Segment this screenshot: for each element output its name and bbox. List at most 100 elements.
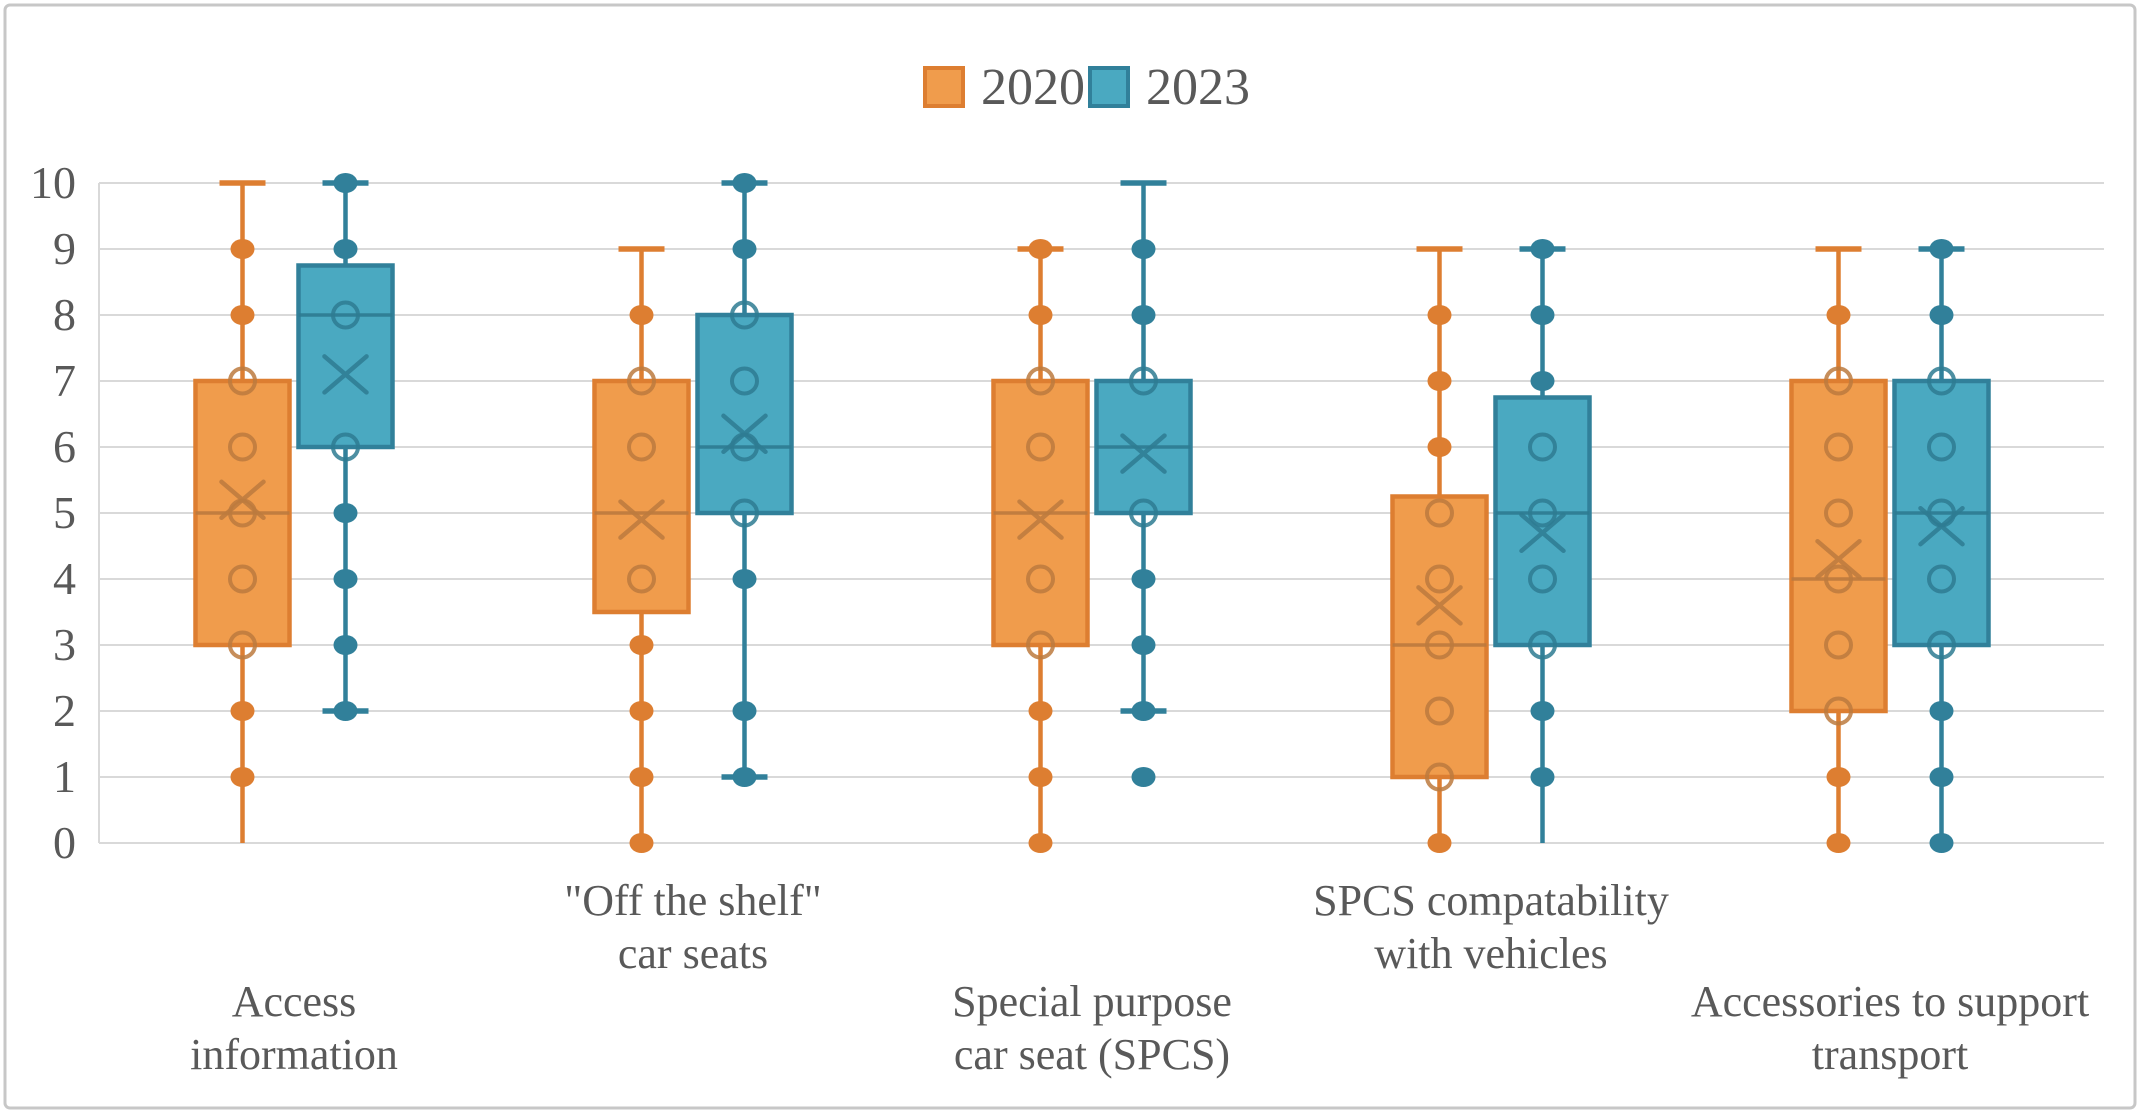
data-dot-2020-accessories-to-support-transport-0	[1826, 833, 1851, 853]
ring-dot-2020-off-the-shelf-car-seats-6	[627, 432, 656, 462]
data-dot-2023-off-the-shelf-car-seats-9	[732, 239, 757, 259]
ring-dot-2023-accessories-to-support-transport-6	[1927, 432, 1956, 462]
category-label-special-purpose-car-seat-spcs-line2: car seat (SPCS)	[954, 1030, 1230, 1079]
ring-dot-2020-accessories-to-support-transport-4	[1824, 564, 1853, 594]
ring-dot-2020-spcs-compatability-with-vehicles-5	[1425, 498, 1454, 528]
y-axis-tick-label-10: 10	[30, 157, 76, 208]
data-dot-2020-special-purpose-car-seat-spcs-0	[1028, 833, 1053, 853]
ring-dot-2020-spcs-compatability-with-vehicles-2	[1425, 696, 1454, 726]
category-label-accessories-to-support-transport-line1: Accessories to support	[1691, 977, 2089, 1026]
ring-dot-2020-accessories-to-support-transport-5	[1824, 498, 1853, 528]
data-dot-2023-accessories-to-support-transport-8	[1929, 305, 1954, 325]
data-dot-2023-special-purpose-car-seat-spcs-4	[1131, 569, 1156, 589]
box-2023-off-the-shelf-car-seats	[695, 312, 794, 516]
data-dot-2023-spcs-compatability-with-vehicles-8	[1530, 305, 1555, 325]
data-dot-2023-spcs-compatability-with-vehicles-1	[1530, 767, 1555, 787]
data-dot-2020-spcs-compatability-with-vehicles-6	[1427, 437, 1452, 457]
box-2020-accessories-to-support-transport	[1789, 378, 1888, 714]
ring-dot-2020-spcs-compatability-with-vehicles-4	[1425, 564, 1454, 594]
data-dot-2020-off-the-shelf-car-seats-1	[629, 767, 654, 787]
box-2020-off-the-shelf-car-seats	[592, 378, 691, 615]
data-dot-2020-access-information-9	[230, 239, 255, 259]
y-axis-tick-label-1: 1	[53, 751, 76, 802]
category-label-access-information-line1: Access	[232, 977, 357, 1026]
y-axis-tick-label-8: 8	[53, 289, 76, 340]
data-dot-2020-off-the-shelf-car-seats-8	[629, 305, 654, 325]
data-dot-2020-access-information-1	[230, 767, 255, 787]
data-dot-2023-access-information-2	[333, 701, 358, 721]
data-dot-2023-accessories-to-support-transport-2	[1929, 701, 1954, 721]
ring-dot-2023-special-purpose-car-seat-spcs-5	[1129, 498, 1158, 528]
data-dot-2023-off-the-shelf-car-seats-2	[732, 701, 757, 721]
y-axis-tick-label-4: 4	[53, 553, 76, 604]
category-label-spcs-compatability-with-vehicles-line1: SPCS compatability	[1313, 876, 1669, 925]
y-axis-tick-label-6: 6	[53, 421, 76, 472]
data-dot-2020-special-purpose-car-seat-spcs-2	[1028, 701, 1053, 721]
mean-marker-2020-off-the-shelf-car-seats	[618, 499, 665, 540]
mean-marker-2020-spcs-compatability-with-vehicles	[1416, 585, 1463, 626]
data-dot-2020-spcs-compatability-with-vehicles-8	[1427, 305, 1452, 325]
data-dot-2023-spcs-compatability-with-vehicles-9	[1530, 239, 1555, 259]
category-label-accessories-to-support-transport-line2: transport	[1812, 1030, 1968, 1079]
ring-dot-2023-spcs-compatability-with-vehicles-6	[1528, 432, 1557, 462]
ring-dot-2023-accessories-to-support-transport-7	[1927, 366, 1956, 396]
legend-swatch-2023	[1088, 66, 1130, 108]
ring-dot-2023-accessories-to-support-transport-3	[1927, 630, 1956, 660]
data-dot-2020-off-the-shelf-car-seats-0	[629, 833, 654, 853]
data-dot-2020-access-information-8	[230, 305, 255, 325]
ring-dot-2020-accessories-to-support-transport-3	[1824, 630, 1853, 660]
y-axis-tick-label-7: 7	[53, 355, 76, 406]
data-dot-2020-accessories-to-support-transport-1	[1826, 767, 1851, 787]
data-dot-2023-accessories-to-support-transport-9	[1929, 239, 1954, 259]
mean-marker-2020-special-purpose-car-seat-spcs	[1017, 499, 1064, 540]
data-dot-2020-off-the-shelf-car-seats-2	[629, 701, 654, 721]
data-dot-2023-off-the-shelf-car-seats-1	[732, 767, 757, 787]
data-dot-2023-special-purpose-car-seat-spcs-9	[1131, 239, 1156, 259]
data-dot-2023-accessories-to-support-transport-0	[1929, 833, 1954, 853]
data-dot-2023-special-purpose-car-seat-spcs-8	[1131, 305, 1156, 325]
data-dot-2020-special-purpose-car-seat-spcs-9	[1028, 239, 1053, 259]
data-dot-2023-access-information-4	[333, 569, 358, 589]
ring-dot-2020-special-purpose-car-seat-spcs-7	[1026, 366, 1055, 396]
y-axis-tick-label-0: 0	[53, 817, 76, 868]
category-label-special-purpose-car-seat-spcs-line1: Special purpose	[952, 977, 1232, 1026]
mean-marker-2023-spcs-compatability-with-vehicles	[1519, 512, 1566, 554]
ring-dot-2020-special-purpose-car-seat-spcs-6	[1026, 432, 1055, 462]
y-axis-tick-label-2: 2	[53, 685, 76, 736]
legend-label-2023: 2023	[1146, 59, 1250, 116]
data-dot-2023-access-information-9	[333, 239, 358, 259]
data-dot-2023-access-information-5	[333, 503, 358, 523]
data-dot-2023-spcs-compatability-with-vehicles-7	[1530, 371, 1555, 391]
ring-dot-2023-special-purpose-car-seat-spcs-7	[1129, 366, 1158, 396]
ring-dot-2020-off-the-shelf-car-seats-7	[627, 366, 656, 396]
ring-dot-2020-access-information-6	[228, 432, 257, 462]
data-dot-2023-special-purpose-car-seat-spcs-3	[1131, 635, 1156, 655]
ring-dot-2023-spcs-compatability-with-vehicles-4	[1528, 564, 1557, 594]
ring-dot-2023-spcs-compatability-with-vehicles-3	[1528, 630, 1557, 660]
category-label-access-information-line2: information	[190, 1030, 398, 1079]
data-dot-2023-off-the-shelf-car-seats-4	[732, 569, 757, 589]
ring-dot-2020-spcs-compatability-with-vehicles-3	[1425, 630, 1454, 660]
ring-dot-2020-spcs-compatability-with-vehicles-1	[1425, 762, 1454, 792]
data-dot-2023-accessories-to-support-transport-1	[1929, 767, 1954, 787]
box-2023-spcs-compatability-with-vehicles	[1493, 395, 1592, 648]
figure-border	[3, 3, 2137, 1110]
ring-dot-2023-access-information-6	[331, 432, 360, 462]
ring-dot-2023-off-the-shelf-car-seats-7	[730, 366, 759, 396]
data-dot-2023-special-purpose-car-seat-spcs-2	[1131, 701, 1156, 721]
data-dot-2020-special-purpose-car-seat-spcs-8	[1028, 305, 1053, 325]
mean-marker-2023-access-information	[322, 354, 369, 395]
data-dot-2023-spcs-compatability-with-vehicles-2	[1530, 701, 1555, 721]
ring-dot-2020-special-purpose-car-seat-spcs-3	[1026, 630, 1055, 660]
ring-dot-2023-accessories-to-support-transport-4	[1927, 564, 1956, 594]
category-label-off-the-shelf-car-seats-line2: car seats	[618, 929, 768, 978]
data-dot-2020-spcs-compatability-with-vehicles-0	[1427, 833, 1452, 853]
mean-marker-2023-accessories-to-support-transport	[1918, 505, 1965, 547]
mean-marker-2023-special-purpose-car-seat-spcs	[1120, 433, 1167, 474]
ring-dot-2020-accessories-to-support-transport-2	[1824, 696, 1853, 726]
ring-dot-2020-accessories-to-support-transport-7	[1824, 366, 1853, 396]
y-axis-tick-label-5: 5	[53, 487, 76, 538]
ring-dot-2020-accessories-to-support-transport-6	[1824, 432, 1853, 462]
category-label-off-the-shelf-car-seats-line1: "Off the shelf"	[564, 876, 822, 925]
